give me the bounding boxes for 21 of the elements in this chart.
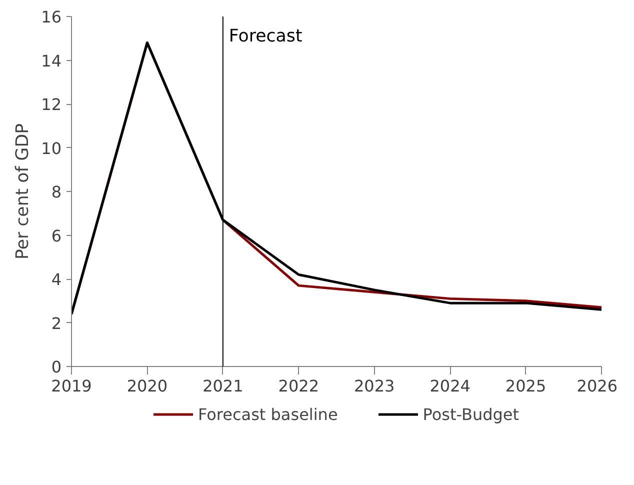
legend-label: Forecast baseline bbox=[198, 404, 338, 424]
y-tick-label: 14 bbox=[41, 51, 62, 70]
x-tick-label: 2024 bbox=[430, 376, 470, 396]
y-tick-label: 8 bbox=[51, 182, 62, 202]
x-tick-label: 2022 bbox=[278, 376, 319, 396]
x-tick-label: 2021 bbox=[202, 376, 244, 396]
x-tick-label: 2025 bbox=[505, 376, 546, 396]
y-tick-label: 6 bbox=[51, 226, 62, 246]
x-tick-label: 2026 bbox=[576, 376, 618, 396]
x-tick-label: 2020 bbox=[126, 376, 168, 396]
y-tick-label: 10 bbox=[41, 138, 62, 158]
legend-label: Post-Budget bbox=[422, 404, 520, 424]
y-tick-label: 2 bbox=[51, 314, 62, 333]
y-tick-label: 16 bbox=[41, 8, 62, 26]
y-tick-label: 0 bbox=[51, 358, 62, 376]
x-tick-label: 2023 bbox=[354, 376, 395, 396]
y-axis-title: Per cent of GDP bbox=[13, 123, 34, 260]
ref-line-label: Forecast bbox=[228, 26, 302, 46]
x-tick-label: 2019 bbox=[51, 376, 92, 396]
y-tick-label: 12 bbox=[41, 95, 62, 114]
y-tick-label: 4 bbox=[51, 270, 62, 289]
